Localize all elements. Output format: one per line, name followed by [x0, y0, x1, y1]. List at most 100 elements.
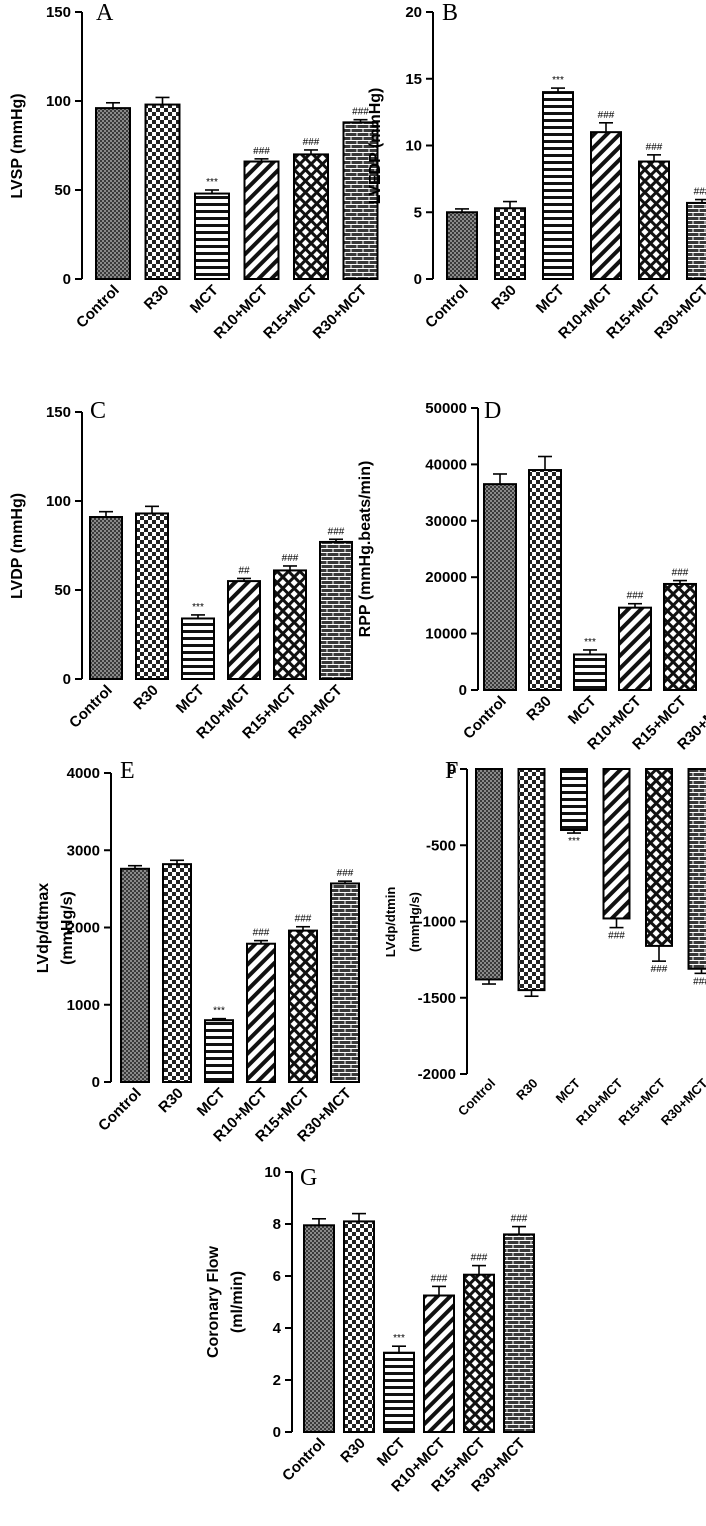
significance-label: ###: [694, 187, 706, 198]
y-tick-label: 50: [54, 182, 71, 199]
y-tick-label: 0: [414, 271, 422, 288]
bar-r10-mct: [243, 160, 280, 281]
bar-r10-mct: [602, 768, 631, 920]
bar-control: [475, 768, 503, 981]
bar-control: [89, 516, 123, 681]
y-tick-label: 100: [46, 93, 71, 110]
category-label: Control: [455, 1076, 498, 1119]
significance-label: ###: [337, 868, 354, 879]
bar-r30: [494, 207, 526, 280]
y-tick-label: 40000: [425, 456, 467, 473]
y-tick-label: 4000: [67, 765, 100, 782]
bar-r30: [343, 1220, 375, 1434]
y-tick-label: 0: [459, 682, 467, 699]
y-axis-title: (mmHg/s): [59, 891, 76, 965]
significance-label: ###: [471, 1253, 488, 1264]
y-tick-label: 0: [63, 671, 71, 688]
bar-r30: [517, 768, 546, 992]
bar-r30-mct: [687, 768, 706, 970]
y-axis-title: (ml/min): [229, 1271, 246, 1333]
significance-label: ###: [253, 146, 270, 157]
y-axis-title: LVdp/dtmin: [383, 887, 398, 958]
y-tick-label: 2: [273, 1372, 281, 1389]
significance-label: ###: [295, 914, 312, 925]
panel-letter: E: [120, 758, 135, 784]
bar-r10-mct: [590, 131, 622, 280]
bar-control: [446, 211, 478, 280]
bar-r15-mct: [663, 582, 697, 692]
significance-label: ###: [431, 1273, 448, 1284]
y-tick-label: 150: [46, 404, 71, 421]
category-label: R30: [130, 682, 161, 713]
bar-mct: [560, 768, 588, 831]
bar-control: [483, 483, 517, 692]
y-tick-label: 50: [54, 582, 71, 599]
y-tick-label: 0: [273, 1424, 281, 1441]
bar-mct: [204, 1019, 234, 1084]
y-tick-label: 30000: [425, 513, 467, 530]
category-label: MCT: [173, 682, 208, 717]
significance-label: ***: [568, 836, 580, 847]
bar-control: [120, 867, 150, 1083]
significance-label: ###: [627, 591, 644, 602]
y-axis-title: LVEDP (mmHg): [367, 88, 384, 205]
y-tick-label: 20: [405, 4, 422, 21]
category-label: R30: [513, 1076, 540, 1103]
bar-r30-mct: [503, 1233, 535, 1434]
bar-r15-mct: [288, 929, 318, 1084]
y-tick-label: 15: [405, 71, 422, 88]
significance-label: ###: [598, 110, 615, 121]
category-label: Control: [66, 682, 116, 732]
bar-mct: [542, 91, 574, 280]
panel-letter: B: [442, 0, 458, 26]
category-label: R30: [155, 1085, 186, 1116]
bar-r30: [135, 512, 169, 681]
significance-label: ###: [511, 1214, 528, 1225]
y-tick-label: 10: [405, 138, 422, 155]
significance-label: ###: [646, 142, 663, 153]
category-label: MCT: [374, 1435, 409, 1470]
significance-label: ***: [552, 75, 564, 86]
significance-label: ***: [206, 177, 218, 188]
panel-d: 0 10000 20000 30000 40000 50000 Control R30 *** M…: [357, 398, 706, 753]
significance-label: ##: [238, 565, 250, 576]
category-label: MCT: [553, 1075, 584, 1106]
y-tick-label: 10: [264, 1164, 281, 1181]
bar-r10-mct: [423, 1294, 455, 1433]
y-tick-label: 4: [273, 1320, 282, 1337]
bar-r30: [528, 469, 562, 692]
bar-mct: [181, 617, 215, 680]
significance-label: ###: [672, 568, 689, 579]
category-label: MCT: [187, 282, 222, 317]
category-label: Control: [460, 693, 510, 743]
bar-mct: [573, 653, 607, 692]
panel-letter: C: [90, 398, 106, 424]
significance-label: ***: [213, 1006, 225, 1017]
bar-r15-mct: [273, 569, 307, 680]
y-axis-title: LVdp/dtmax: [35, 883, 52, 973]
significance-label: ***: [192, 602, 204, 613]
panel-letter: D: [484, 398, 501, 424]
y-axis-title: RPP (mmHg.beats/min): [357, 461, 374, 638]
bar-r15-mct: [463, 1273, 495, 1433]
bar-control: [303, 1224, 335, 1434]
bar-r30-mct: [686, 201, 706, 280]
category-label: MCT: [565, 693, 600, 728]
significance-label: ###: [651, 964, 668, 975]
category-label: Control: [422, 282, 472, 332]
y-tick-label: 6: [273, 1268, 281, 1285]
bar-r30: [162, 863, 192, 1084]
category-label: Control: [73, 282, 123, 332]
y-axis-title: LVSP (mmHg): [9, 93, 26, 198]
significance-label: ###: [282, 553, 299, 564]
panel-letter: F: [445, 758, 458, 784]
significance-label: ***: [393, 1333, 405, 1344]
y-tick-label: 0: [92, 1074, 100, 1091]
bar-r10-mct: [227, 580, 261, 680]
y-axis-title: LVDP (mmHg): [9, 493, 26, 599]
y-tick-label: 0: [63, 271, 71, 288]
